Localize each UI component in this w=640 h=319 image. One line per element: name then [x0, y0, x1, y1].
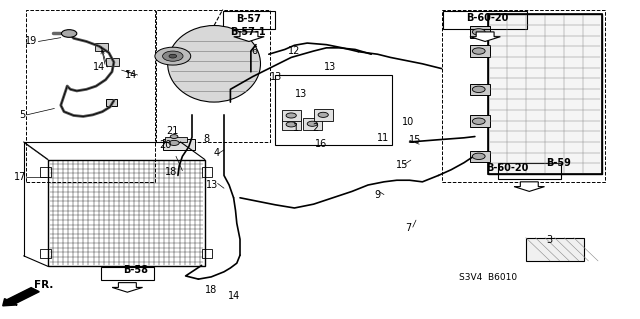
Circle shape [163, 51, 183, 61]
Circle shape [307, 121, 317, 126]
Bar [470, 26, 490, 38]
Circle shape [318, 112, 328, 117]
Text: 11: 11 [376, 133, 389, 143]
Circle shape [61, 30, 77, 37]
Text: 5: 5 [19, 110, 26, 120]
Text: 14: 14 [93, 62, 106, 72]
Circle shape [286, 122, 296, 127]
Text: B-58: B-58 [123, 264, 148, 275]
Bar [156, 10, 270, 142]
Bar [282, 119, 301, 130]
Bar [443, 11, 527, 29]
FancyArrow shape [3, 288, 39, 306]
Text: 3: 3 [546, 235, 552, 245]
Circle shape [472, 86, 485, 93]
Text: 14: 14 [125, 70, 138, 80]
Text: 13: 13 [270, 71, 283, 82]
Polygon shape [470, 32, 500, 41]
Bar [40, 167, 51, 177]
Text: 7: 7 [405, 223, 412, 233]
Circle shape [472, 153, 485, 160]
Bar [488, 14, 602, 174]
Bar [106, 58, 119, 66]
Polygon shape [112, 283, 143, 292]
Text: 17: 17 [14, 172, 27, 182]
Text: 16: 16 [315, 139, 328, 149]
Bar [48, 160, 205, 266]
Text: 13: 13 [323, 62, 336, 72]
Bar [101, 267, 154, 280]
Text: 13: 13 [294, 89, 307, 99]
Circle shape [472, 29, 485, 35]
Circle shape [169, 54, 177, 58]
Text: 12: 12 [288, 46, 301, 56]
Bar [165, 137, 187, 142]
Text: 14: 14 [227, 291, 240, 301]
Bar [40, 249, 51, 258]
Circle shape [286, 113, 296, 118]
Text: 13: 13 [206, 180, 219, 190]
Polygon shape [234, 32, 264, 41]
Bar [470, 84, 490, 95]
Text: S3V4  B6010: S3V4 B6010 [459, 273, 516, 282]
Bar [275, 75, 392, 145]
Text: 15: 15 [408, 135, 421, 145]
Text: 18: 18 [205, 285, 218, 295]
Circle shape [170, 135, 178, 138]
Text: 4: 4 [213, 148, 220, 158]
Bar [488, 14, 602, 174]
Circle shape [472, 48, 485, 54]
Text: B-57: B-57 [236, 14, 260, 24]
Bar [442, 10, 605, 182]
Text: 6: 6 [252, 46, 258, 56]
Bar [526, 238, 584, 261]
Circle shape [169, 140, 179, 145]
Bar [202, 167, 212, 177]
Bar [314, 109, 333, 121]
Text: B-60-20: B-60-20 [486, 163, 528, 174]
Text: 9: 9 [374, 190, 381, 200]
Text: 18: 18 [165, 167, 178, 177]
Bar [470, 45, 490, 57]
Bar [470, 151, 490, 162]
Bar [223, 11, 275, 29]
Text: 10: 10 [402, 117, 415, 127]
Bar [470, 115, 490, 127]
Ellipse shape [168, 26, 260, 102]
Bar [282, 110, 301, 121]
Circle shape [472, 118, 485, 124]
Text: B-60-20: B-60-20 [467, 12, 509, 23]
Bar [303, 118, 322, 130]
Polygon shape [514, 182, 545, 191]
Text: B-59: B-59 [546, 158, 570, 168]
Text: 15: 15 [396, 160, 408, 170]
Text: 19: 19 [24, 36, 37, 47]
Text: 8: 8 [203, 134, 209, 144]
Text: 21: 21 [166, 126, 179, 136]
Text: B-57-1: B-57-1 [230, 27, 266, 37]
Bar [106, 99, 117, 106]
Bar [95, 43, 108, 51]
Circle shape [155, 47, 191, 65]
Bar [163, 139, 195, 150]
Text: 1: 1 [293, 122, 300, 133]
Bar [202, 249, 212, 258]
Text: FR.: FR. [34, 279, 53, 290]
Bar [498, 163, 561, 179]
Bar [26, 10, 155, 182]
Text: 2: 2 [312, 122, 318, 133]
Text: 20: 20 [159, 140, 172, 150]
